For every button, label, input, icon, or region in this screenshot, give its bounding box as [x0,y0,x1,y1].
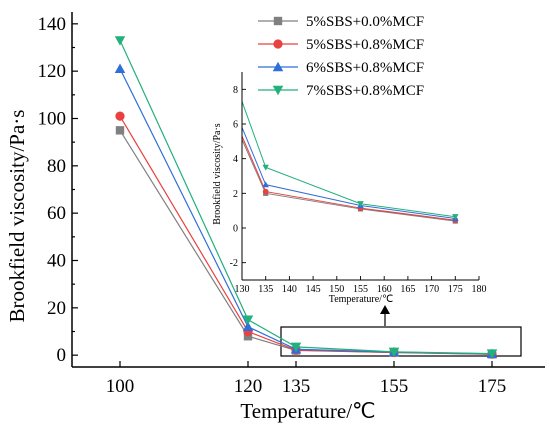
legend-marker [273,39,283,49]
inset-series-line [241,139,456,222]
inset-series-line [241,135,456,221]
x-tick-label: 175 [478,376,507,397]
inset-x-tick-label: 130 [235,284,250,295]
inset-y-tick-label: 4 [233,154,238,165]
inset-x-tick-label: 155 [353,284,368,295]
y-axis-title: Brookfield viscosity/Pa·s [5,110,29,323]
inset-x-tick-label: 180 [472,284,487,295]
inset-x-tick-label: 150 [329,284,344,295]
inset-x-tick-label: 135 [258,284,273,295]
y-tick-label: 0 [57,345,67,366]
legend-label: 5%SBS+0.0%MCF [306,14,424,30]
inset-y-tick-label: 2 [233,189,238,200]
legend: 5%SBS+0.0%MCF 5%SBS+0.8%MCF 6%SBS+0.8%MCF 7… [258,14,424,99]
inset-data-point [357,201,364,207]
data-point [243,332,253,341]
y-tick-label: 40 [47,251,66,272]
legend-label: 7%SBS+0.8%MCF [306,83,424,99]
x-tick-label: 135 [282,376,311,397]
legend-label: 6%SBS+0.8%MCF [306,60,424,76]
legend-label: 5%SBS+0.8%MCF [306,37,424,53]
data-point [114,36,126,46]
main-axes [71,12,545,368]
y-tick-label: 100 [38,109,67,130]
inset-x-axis-title: Temperature/℃ [329,294,393,305]
data-point [486,349,498,359]
legend-marker [273,16,283,26]
x-axis-title: Temperature/℃ [240,399,375,423]
inset-x-tick-label: 175 [448,284,463,295]
inset-x-tick-label: 145 [306,284,321,295]
series-line [119,130,493,355]
inset-y-tick-label: 0 [233,224,238,235]
inset-plot: -2 0 2 4 6 8 130 135 140 145 150 155 160 165 170 175 180… [212,72,487,305]
y-tick-label: 60 [47,203,66,224]
inset-data-point [452,214,459,220]
y-tick-label: 120 [38,61,67,82]
data-point [115,111,125,121]
inset-x-tick-label: 170 [424,284,439,295]
x-tick-label: 155 [380,376,409,397]
data-point [290,342,302,353]
legend-marker [272,61,284,72]
legend-marker [272,85,284,96]
zoom-box [280,326,522,357]
main-series [114,36,498,359]
inset-y-axis-title: Brookfield viscosity/Pa·s [212,123,223,224]
inset-x-tick-label: 165 [400,284,415,295]
data-point [242,321,254,331]
series-line [119,115,493,355]
y-tick-label: 140 [38,14,67,35]
inset-data-point [262,188,269,195]
inset-x-tick-label: 160 [377,284,392,295]
zoom-arrow [380,305,390,326]
x-tick-label: 100 [106,376,135,397]
zoom-arrow-head [380,305,390,314]
data-point [115,126,125,135]
inset-y-tick-label: 8 [233,85,238,96]
inset-data-point [262,164,269,171]
inset-data-point [262,181,269,188]
inset-series-line [241,101,456,218]
inset-series [241,101,459,224]
data-point [114,63,126,73]
inset-x-tick-label: 140 [282,284,297,295]
inset-y-tick-label: -2 [230,258,238,269]
zoom-region [280,326,522,357]
inset-series-line [241,127,456,219]
y-tick-label: 80 [47,156,66,177]
inset-ticks: -2 0 2 4 6 8 130 135 140 145 150 155 160 165 170 175 180 [230,85,487,295]
inset-y-tick-label: 6 [233,120,238,131]
data-point [388,347,400,358]
y-tick-label: 20 [47,298,66,319]
x-tick-label: 120 [234,376,263,397]
data-point [242,315,254,325]
inset-axes [241,72,479,281]
series-line [119,68,493,355]
